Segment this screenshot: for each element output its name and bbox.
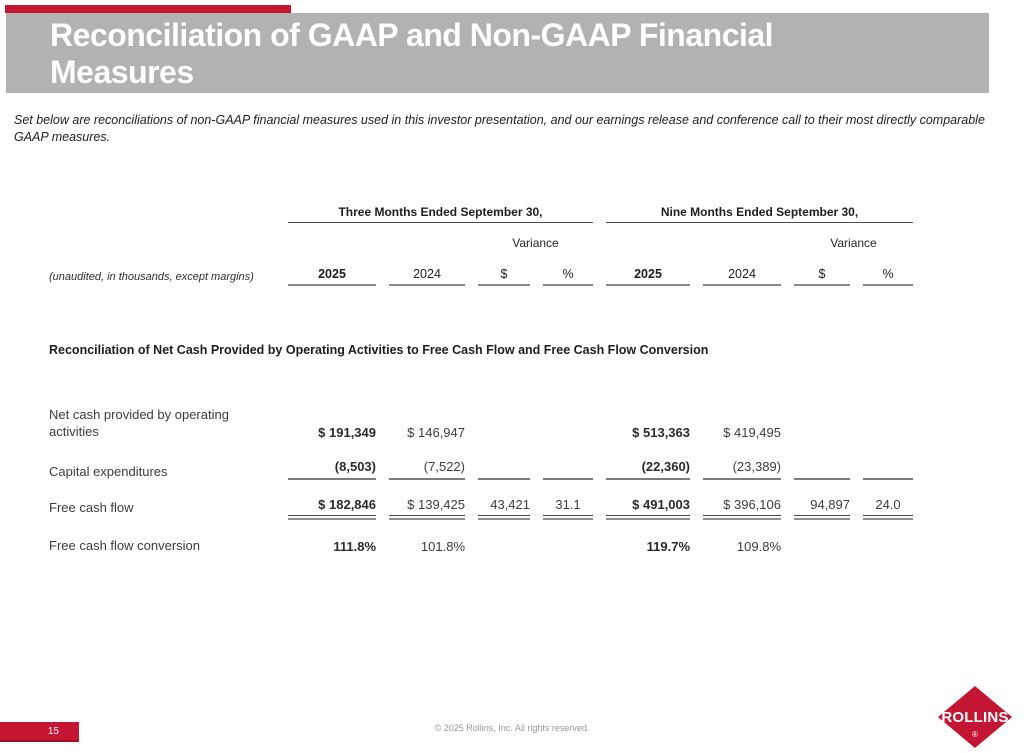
cell: $ 513,363	[632, 425, 690, 440]
variance-label: Variance	[830, 236, 877, 250]
row-label: Free cash flow	[49, 500, 134, 515]
cell: (23,389)	[703, 459, 781, 480]
cell: $ 419,495	[723, 425, 781, 440]
column-header-dollar: $	[794, 267, 850, 286]
column-header-2024: 2024	[703, 267, 781, 286]
cell: $ 191,349	[318, 425, 376, 440]
row-label: Free cash flow conversion	[49, 538, 201, 553]
table-row-free-cash-flow: Free cash flow $ 182,846 $ 139,425 43,42…	[49, 497, 921, 520]
cell: (22,360)	[606, 459, 690, 480]
page-number-badge: 15	[0, 722, 79, 742]
table-row-capital-expenditures: Capital expenditures (8,503) (7,522) (22…	[49, 459, 921, 480]
column-header-2025: 2025	[288, 267, 376, 286]
cell: $ 182,846	[288, 497, 376, 520]
column-header-row: (unaudited, in thousands, except margins…	[49, 267, 921, 286]
page-number: 15	[47, 725, 59, 737]
title-banner: Reconciliation of GAAP and Non-GAAP Fina…	[6, 13, 989, 93]
column-header-dollar: $	[478, 267, 530, 286]
cell: 101.8%	[420, 539, 465, 554]
page-title: Reconciliation of GAAP and Non-GAAP Fina…	[50, 17, 774, 90]
cell: 31.1	[543, 497, 593, 520]
intro-text: Set below are reconciliations of non-GAA…	[14, 113, 985, 144]
cell	[478, 459, 530, 480]
cell: $ 396,106	[703, 497, 781, 520]
cell: $ 491,003	[606, 497, 690, 520]
cell: $ 146,947	[407, 425, 465, 440]
column-header-2024: 2024	[389, 267, 465, 286]
group-header-row: Three Months Ended September 30, Nine Mo…	[49, 205, 921, 223]
table-row-net-cash: Net cash provided by operating activitie…	[49, 406, 921, 440]
rollins-logo: ROLLINS ®	[938, 686, 1012, 748]
unaudited-note: (unaudited, in thousands, except margins…	[49, 271, 254, 283]
cell: $ 139,425	[389, 497, 465, 520]
rollins-diamond-icon: ROLLINS ®	[938, 686, 1012, 748]
cell	[863, 459, 913, 480]
group-header-three-months: Three Months Ended September 30,	[288, 205, 593, 223]
row-label: Net cash provided by operating activitie…	[49, 407, 229, 439]
cell: 111.8%	[333, 539, 376, 554]
cell: 43,421	[478, 497, 530, 520]
table-row-fcf-conversion: Free cash flow conversion 111.8% 101.8% …	[49, 537, 921, 554]
cell: 94,897	[794, 497, 850, 520]
column-header-2025: 2025	[606, 267, 690, 286]
row-label: Capital expenditures	[49, 464, 168, 479]
column-header-percent: %	[543, 267, 593, 286]
cell	[794, 459, 850, 480]
copyright-text: © 2025 Rollins, Inc. All rights reserved…	[434, 723, 590, 733]
cell: 109.8%	[736, 539, 781, 554]
section-title: Reconciliation of Net Cash Provided by O…	[49, 343, 709, 357]
registered-mark: ®	[972, 730, 978, 739]
group-header-nine-months: Nine Months Ended September 30,	[606, 205, 913, 223]
variance-label: Variance	[512, 236, 559, 250]
logo-text: ROLLINS	[941, 709, 1008, 726]
top-accent-bar	[5, 5, 291, 13]
cell: 24.0	[863, 497, 913, 520]
variance-row: Variance Variance	[49, 236, 921, 250]
column-header-percent: %	[863, 267, 913, 286]
cell: 119.7%	[646, 539, 690, 554]
reconciliation-table: Three Months Ended September 30, Nine Mo…	[49, 205, 921, 554]
cell: (8,503)	[288, 459, 376, 480]
cell: (7,522)	[389, 459, 465, 480]
cell	[543, 459, 593, 480]
